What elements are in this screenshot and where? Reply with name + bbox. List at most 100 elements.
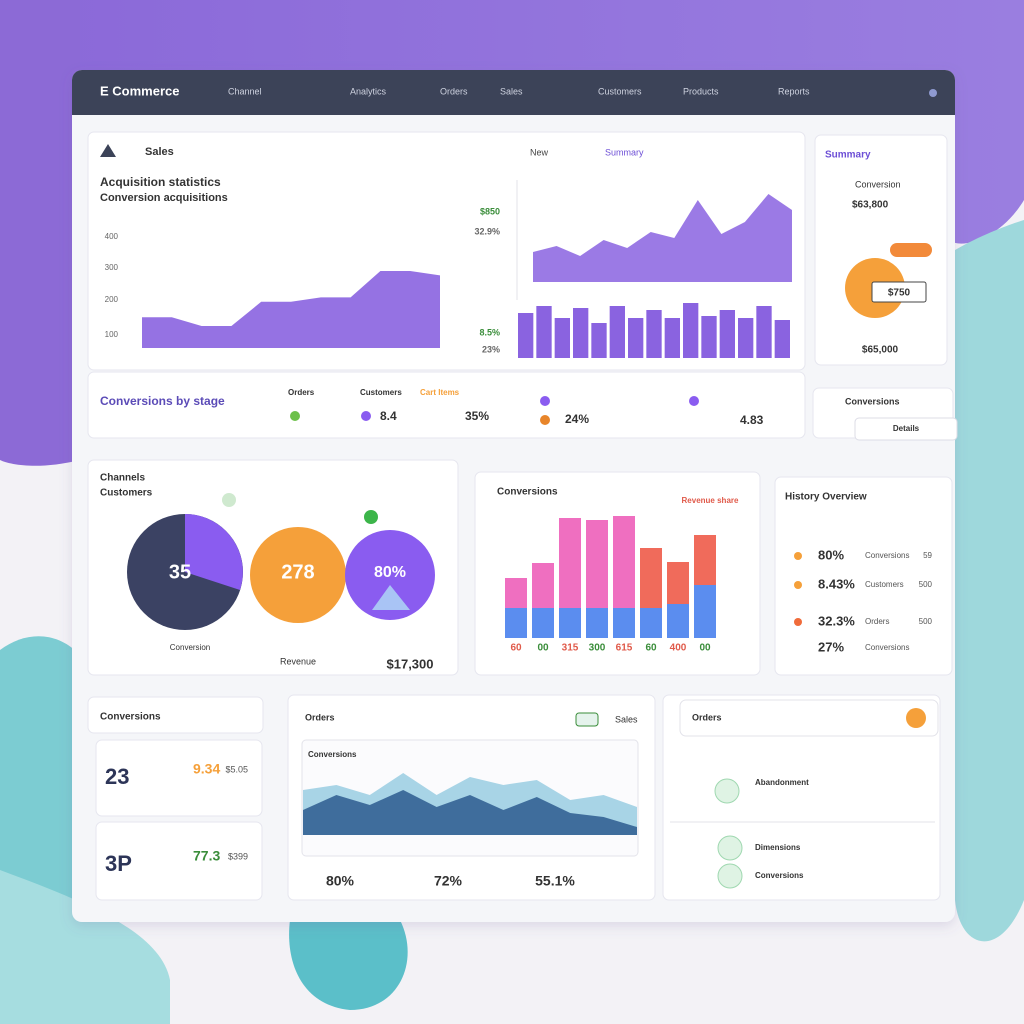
card-title: Channels	[100, 473, 145, 484]
nav-item: Customers	[598, 86, 642, 96]
brand: E Commerce	[100, 83, 179, 98]
big-value: 23	[105, 764, 129, 789]
stat: $850	[480, 206, 500, 216]
row-icon	[717, 863, 743, 889]
bar	[609, 306, 625, 358]
bar	[756, 306, 772, 358]
nav-item: Analytics	[350, 86, 387, 96]
caption: Conversion	[170, 643, 210, 652]
bar	[554, 318, 570, 358]
dot	[222, 493, 236, 507]
footer-value: $17,300	[387, 656, 434, 671]
bar-segment	[694, 535, 716, 585]
x-tick-label: 400	[670, 643, 687, 654]
nav-item: Products	[683, 86, 719, 96]
x-tick-label: 60	[510, 643, 522, 654]
badge	[871, 281, 927, 303]
pill	[890, 243, 932, 257]
bar-segment	[586, 608, 608, 638]
area	[533, 194, 792, 282]
list-label: Orders	[865, 617, 889, 626]
legend-item: Orders	[288, 388, 315, 397]
note-title: Conversions	[845, 396, 900, 406]
legend-dot	[689, 396, 699, 406]
row-icon	[717, 835, 743, 861]
list-value: 32.3%	[818, 613, 855, 628]
legend-title: Conversions by stage	[100, 394, 225, 408]
pie-label: 35	[169, 561, 191, 583]
value: $63,800	[852, 200, 889, 211]
history-card	[774, 476, 953, 676]
chip: Sales	[615, 714, 638, 724]
value-b: $399	[228, 851, 248, 861]
stat: 72%	[434, 873, 463, 889]
row-label: Dimensions	[755, 843, 801, 852]
stat: 80%	[326, 873, 355, 889]
bar-segment	[640, 548, 662, 608]
list-dot	[794, 644, 802, 652]
conv-header	[87, 696, 264, 734]
list-dot	[794, 618, 802, 626]
headline: Acquisition statistics	[100, 175, 221, 189]
pie-label: 80%	[374, 564, 406, 581]
bar-segment	[586, 520, 608, 608]
bar-segment	[559, 518, 581, 608]
bar	[518, 313, 534, 358]
button-text[interactable]: Details	[893, 424, 920, 433]
tab: Summary	[605, 147, 644, 157]
bar	[646, 310, 662, 358]
note-button[interactable]	[854, 417, 958, 441]
value-a: 9.34	[193, 761, 220, 777]
bar-segment	[532, 563, 554, 608]
bar-segment	[640, 608, 662, 638]
legend-dot	[361, 411, 371, 421]
label: Conversion	[855, 179, 901, 189]
stat: 8.5%	[479, 327, 500, 337]
legend-dot	[540, 415, 550, 425]
subtitle: Conversions	[308, 750, 357, 759]
nav-item: Orders	[440, 86, 468, 96]
bar	[738, 318, 754, 358]
big-value: 3P	[105, 851, 132, 876]
y-tick-label: 100	[105, 330, 119, 339]
tab: New	[530, 147, 549, 157]
pie-purple	[345, 530, 435, 620]
x-tick-label: 60	[645, 643, 657, 654]
bar	[573, 308, 589, 358]
bg-teal-corner	[0, 870, 170, 1024]
legend-value: 24%	[565, 412, 589, 426]
x-tick-label: 300	[589, 643, 606, 654]
x-tick-label: 00	[537, 643, 549, 654]
area	[303, 790, 637, 835]
bg-teal-right	[955, 220, 1024, 942]
list-value: 8.43%	[818, 576, 855, 591]
pie-wedge	[185, 514, 243, 590]
x-tick-label: 315	[562, 643, 579, 654]
legend: Revenue share	[682, 496, 739, 505]
row-label: Abandonment	[755, 778, 809, 787]
row-icon	[714, 778, 740, 804]
summary-card	[814, 134, 948, 366]
legend-value: 8.4	[380, 409, 397, 423]
legend-card	[87, 371, 806, 439]
list-value: 27%	[818, 639, 844, 654]
dot	[364, 510, 378, 524]
y-tick-label: 200	[105, 295, 119, 304]
bg-purple-left	[0, 0, 80, 466]
bar	[591, 323, 607, 358]
card-title: Orders	[692, 712, 722, 722]
card-title: Orders	[305, 712, 335, 722]
chip-box	[575, 712, 599, 727]
toggle[interactable]	[906, 708, 926, 728]
list-label: Conversions	[865, 643, 909, 652]
bar-segment	[667, 604, 689, 638]
y-tick-label: 300	[105, 263, 119, 272]
conv-row-card	[95, 739, 263, 817]
bar-segment	[613, 608, 635, 638]
bar	[701, 316, 717, 358]
card-title: Sales	[145, 146, 174, 158]
footer-label: Revenue	[280, 656, 316, 666]
card-title: Conversions	[100, 712, 161, 723]
list-label: Conversions	[865, 551, 909, 560]
